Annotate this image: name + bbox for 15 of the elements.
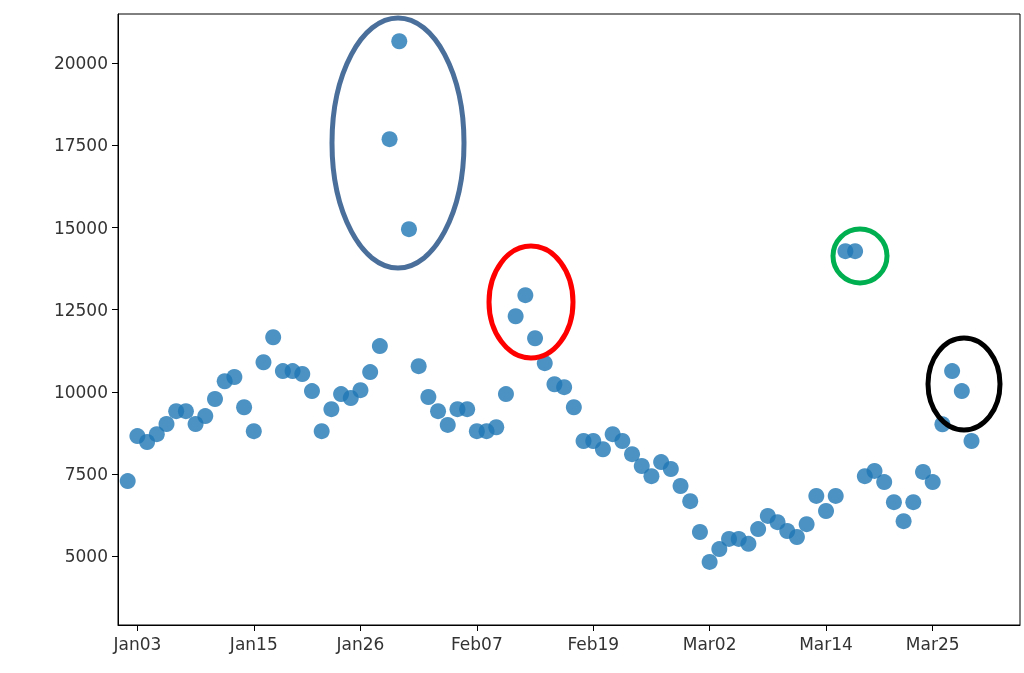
- x-tick-label: Mar14: [799, 633, 853, 654]
- x-tick-label: Jan15: [228, 633, 278, 654]
- x-tick-label: Feb07: [450, 633, 503, 654]
- y-tick-label: 7500: [64, 463, 108, 484]
- y-tick-label: 17500: [53, 135, 108, 156]
- x-tick-label: Jan03: [112, 633, 162, 654]
- x-tick-label: Jan26: [335, 633, 385, 654]
- x-tick-label: Mar25: [905, 633, 960, 654]
- x-tick-label: Feb19: [567, 633, 620, 654]
- y-tick-label: 15000: [53, 217, 108, 238]
- y-tick-label: 20000: [53, 53, 108, 74]
- y-tick-label: 10000: [53, 381, 108, 402]
- y-tick-label: 12500: [53, 299, 108, 320]
- x-tick-label: Mar02: [682, 633, 737, 654]
- y-tick-label: 5000: [64, 546, 108, 567]
